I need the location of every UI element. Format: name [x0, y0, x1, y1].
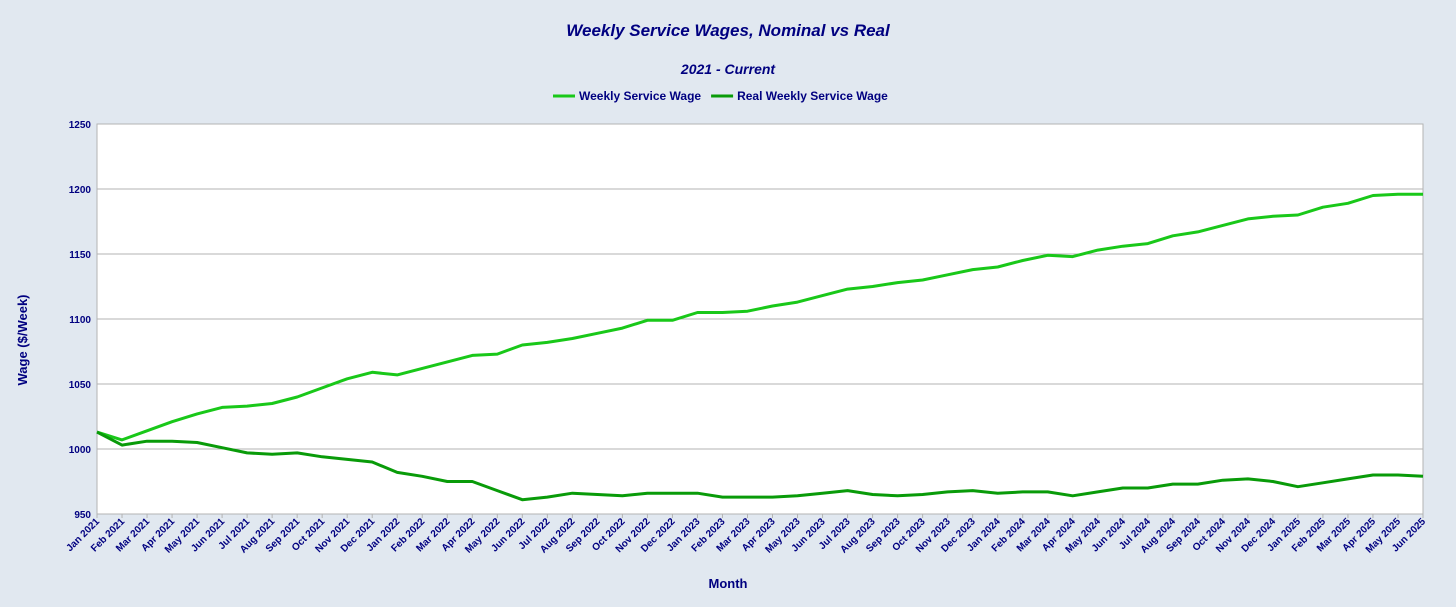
y-tick-label: 1100 — [69, 315, 91, 326]
legend-item-1: Weekly Service Wage — [553, 89, 701, 103]
y-tick-label: 1200 — [69, 185, 92, 196]
chart-subtitle: 2021 - Current — [680, 61, 776, 77]
legend: Weekly Service Wage Real Weekly Service W… — [553, 89, 888, 103]
y-tick-label: 1150 — [69, 250, 91, 261]
y-tick-label: 1000 — [69, 445, 92, 456]
y-tick-label: 1250 — [69, 120, 92, 131]
legend-label: Weekly Service Wage — [579, 89, 701, 103]
x-axis-label: Month — [709, 576, 748, 591]
legend-label: Real Weekly Service Wage — [737, 89, 888, 103]
y-axis-ticks: 950 1000 1050 1100 1150 1200 1250 — [69, 120, 92, 521]
y-tick-label: 1050 — [69, 380, 92, 391]
chart-title: Weekly Service Wages, Nominal vs Real — [566, 21, 891, 40]
series-lines — [96, 192, 1424, 502]
legend-item-2: Real Weekly Service Wage — [711, 89, 888, 103]
series-line-2 — [96, 430, 1424, 502]
series-line-1 — [96, 192, 1423, 442]
y-axis-label: Wage ($/Week) — [15, 294, 30, 385]
gridlines — [97, 123, 1423, 515]
y-tick-label: 950 — [74, 510, 91, 521]
